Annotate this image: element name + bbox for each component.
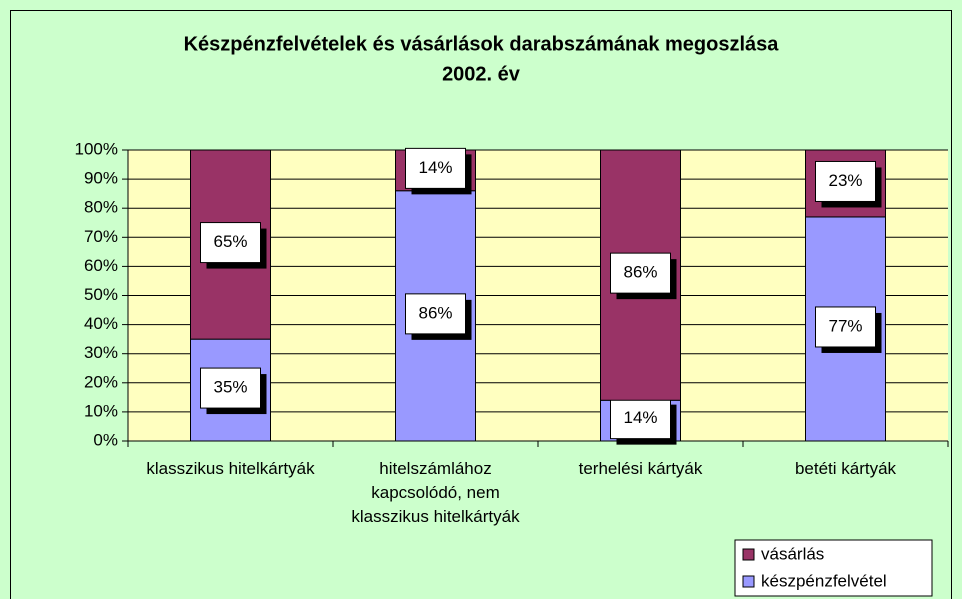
data-label: 77% xyxy=(828,316,862,335)
legend-box xyxy=(734,539,933,597)
label-box xyxy=(405,293,466,335)
x-tick-label: klasszikus hitelkártyák xyxy=(146,459,315,478)
y-tick-label: 10% xyxy=(84,401,118,420)
chart-border xyxy=(10,10,952,599)
y-tick-label: 30% xyxy=(84,343,118,362)
y-tick-label: 60% xyxy=(84,256,118,275)
data-label: 14% xyxy=(623,408,657,427)
chart-subtitle: 2002. év xyxy=(442,63,521,85)
data-label: 65% xyxy=(213,232,247,251)
y-tick-label: 80% xyxy=(84,198,118,217)
y-tick-label: 70% xyxy=(84,227,118,246)
data-label: 86% xyxy=(418,303,452,322)
label-box xyxy=(610,252,671,294)
legend-label: készpénzfelvétel xyxy=(761,571,887,590)
label-box xyxy=(405,147,466,189)
y-tick-label: 20% xyxy=(84,372,118,391)
x-tick-label: hitelszámlához kapcsolódó, nem klassziku… xyxy=(351,459,520,526)
data-label: 23% xyxy=(828,171,862,190)
label-box xyxy=(200,222,261,264)
data-label: 35% xyxy=(213,378,247,397)
y-tick-label: 40% xyxy=(84,314,118,333)
y-tick-label: 0% xyxy=(93,430,118,449)
x-tick-label: terhelési kártyák xyxy=(578,459,703,478)
label-box xyxy=(200,367,261,409)
y-tick-label: 90% xyxy=(84,169,118,188)
chart-title: Készpénzfelvételek és vásárlások darabsz… xyxy=(184,33,780,55)
label-box xyxy=(815,160,876,202)
legend-label: vásárlás xyxy=(761,544,824,563)
y-tick-label: 100% xyxy=(75,139,118,158)
x-tick-label: betéti kártyák xyxy=(794,459,897,478)
label-box xyxy=(815,306,876,348)
legend-swatch xyxy=(742,548,755,561)
legend-swatch xyxy=(742,575,755,588)
data-label: 14% xyxy=(418,158,452,177)
y-tick-label: 50% xyxy=(84,285,118,304)
data-label: 86% xyxy=(623,263,657,282)
